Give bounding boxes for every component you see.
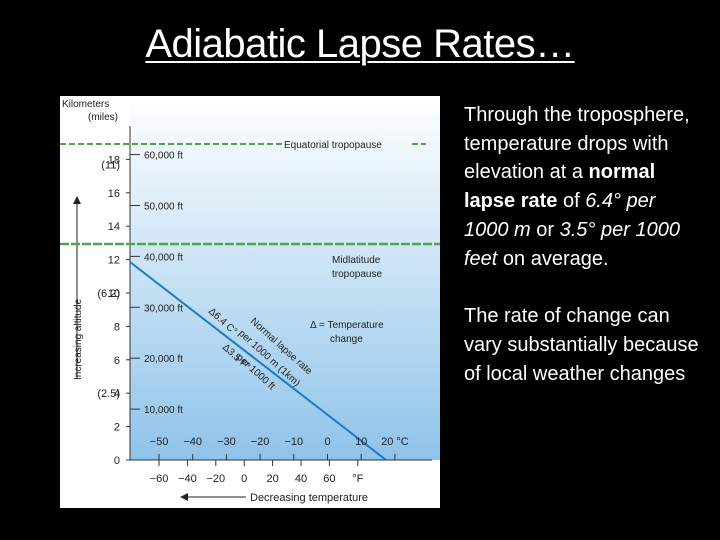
p1-italic-imperial: 3.5° per 1000 feet	[464, 218, 680, 270]
equatorial-tropopause-label: Equatorial tropopause	[284, 140, 382, 151]
mile-tick-0: (2.5)	[97, 388, 120, 400]
km-tick-6: 6	[114, 355, 120, 367]
vertical-axis-label: Increasing altitude	[73, 298, 84, 380]
feet-label-1: 10,000 ft	[144, 405, 183, 416]
fahrenheit-tick-4: 20	[266, 473, 278, 485]
delta-legend-2: change	[330, 334, 363, 345]
slide-title: Adiabatic Lapse Rates…	[145, 22, 575, 66]
fahrenheit-tick-labels: −60 −40 −20 0 20 40 60 °F	[150, 460, 364, 485]
mile-tick-1: (6.2)	[97, 288, 120, 300]
km-tick-18: 18	[108, 154, 120, 166]
fahrenheit-tick-3: 0	[241, 473, 247, 485]
km-tick-8: 8	[114, 321, 120, 333]
fahrenheit-tick-5: 40	[295, 473, 307, 485]
celsius-tick-7: 20 °C	[381, 436, 409, 448]
midlatitude-tropopause-label-1: Midlatitude	[332, 255, 381, 266]
mile-tick-2: (11)	[101, 159, 120, 171]
km-tick-16: 16	[108, 188, 120, 200]
p1-italic-metric: 6.4° per 1000 m	[464, 190, 656, 241]
celsius-tick-3: −20	[251, 436, 270, 448]
celsius-tick-5: 0	[324, 436, 330, 448]
left-axis-title-km: Kilometers	[62, 99, 109, 110]
km-tick-labels: 0 2 4 6 8 10 12 14 16 18	[108, 154, 130, 467]
celsius-tick-labels: −50 −40 −30 −20 −10 0 10 20 °C	[150, 436, 409, 460]
km-tick-12: 12	[108, 255, 120, 267]
celsius-tick-4: −10	[284, 436, 303, 448]
normal-lapse-rate-line	[129, 261, 387, 461]
delta-legend-1: Δ = Temperature	[310, 320, 384, 331]
fahrenheit-tick-0: −60	[150, 473, 169, 485]
p1-text-d: on average.	[497, 247, 609, 270]
sky-area	[130, 96, 440, 460]
km-tick-14: 14	[108, 221, 120, 233]
feet-label-3: 30,000 ft	[144, 303, 183, 314]
text-panel: Through the troposphere, temperature dro…	[464, 101, 704, 388]
paragraph-2: The rate of change can vary substantiall…	[464, 305, 699, 385]
celsius-tick-6: 10	[355, 436, 367, 448]
left-axis-title-miles: (miles)	[88, 112, 118, 123]
p1-bold-term: normal lapse rate	[464, 161, 656, 213]
km-tick-0: 0	[114, 455, 120, 467]
feet-label-5: 50,000 ft	[144, 201, 183, 212]
bottom-axis-label: Decreasing temperature	[250, 492, 368, 504]
km-tick-4: 4	[114, 388, 120, 400]
p1-text-a: Through the troposphere, temperature dro…	[464, 104, 690, 184]
p1-text-b: of	[557, 190, 586, 213]
feet-label-6: 60,000 ft	[144, 151, 183, 162]
midlatitude-tropopause-label-2: tropopause	[332, 269, 382, 280]
p1-text-c: or	[530, 218, 560, 241]
celsius-tick-2: −30	[217, 436, 236, 448]
fahrenheit-tick-2: −20	[206, 473, 225, 485]
lapse-rate-diagram: Kilometers (miles) Increasing altitude 0…	[60, 96, 440, 508]
fahrenheit-tick-7: °F	[352, 473, 363, 485]
km-tick-2: 2	[114, 422, 120, 434]
mile-tick-labels: (2.5) (6.2) (11)	[97, 159, 120, 400]
fahrenheit-tick-6: 60	[323, 473, 335, 485]
km-tick-10: 10	[108, 288, 120, 300]
feet-labels: 10,000 ft 20,000 ft 30,000 ft 40,000 ft 50,0…	[130, 151, 183, 416]
fahrenheit-tick-1: −40	[178, 473, 197, 485]
feet-label-2: 20,000 ft	[144, 354, 183, 365]
celsius-tick-0: −50	[150, 436, 169, 448]
paragraph-1: Through the troposphere, temperature dro…	[464, 101, 704, 273]
celsius-tick-1: −40	[183, 436, 202, 448]
feet-label-4: 40,000 ft	[144, 252, 183, 263]
